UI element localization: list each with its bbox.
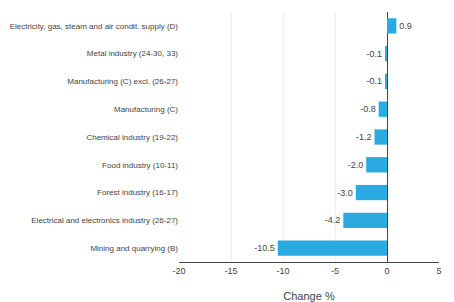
svg-text:Metal industry (24-30, 33): Metal industry (24-30, 33) (87, 49, 178, 58)
svg-text:Forest industry (16-17): Forest industry (16-17) (97, 188, 178, 197)
svg-text:0: 0 (384, 266, 389, 276)
svg-text:Electrical and electronics ind: Electrical and electronics industry (26-… (31, 216, 178, 225)
svg-text:Chemical industry (19-22): Chemical industry (19-22) (86, 133, 178, 142)
svg-text:0.9: 0.9 (399, 21, 412, 31)
svg-text:-15: -15 (224, 266, 237, 276)
svg-text:Change %: Change % (283, 290, 335, 302)
svg-text:Electricity, gas, steam and ai: Electricity, gas, steam and air condit. … (10, 22, 179, 31)
svg-text:-0.1: -0.1 (366, 49, 382, 59)
svg-text:Mining and quarrying (B): Mining and quarrying (B) (90, 244, 178, 253)
svg-text:-20: -20 (172, 266, 185, 276)
svg-text:Manufacturing (C) excl. (26-27: Manufacturing (C) excl. (26-27) (67, 77, 178, 86)
svg-text:Manufacturing (C): Manufacturing (C) (114, 105, 178, 114)
svg-text:5: 5 (436, 266, 441, 276)
svg-text:-1.2: -1.2 (356, 132, 372, 142)
svg-text:-10: -10 (276, 266, 289, 276)
svg-text:-2.0: -2.0 (348, 160, 364, 170)
svg-text:-0.1: -0.1 (366, 76, 382, 86)
svg-text:Food industry (10-11): Food industry (10-11) (102, 161, 178, 170)
svg-text:-3.0: -3.0 (337, 188, 353, 198)
svg-text:-0.8: -0.8 (360, 104, 376, 114)
svg-text:-5: -5 (331, 266, 339, 276)
svg-text:-4.2: -4.2 (325, 215, 341, 225)
svg-text:-10.5: -10.5 (254, 243, 275, 253)
